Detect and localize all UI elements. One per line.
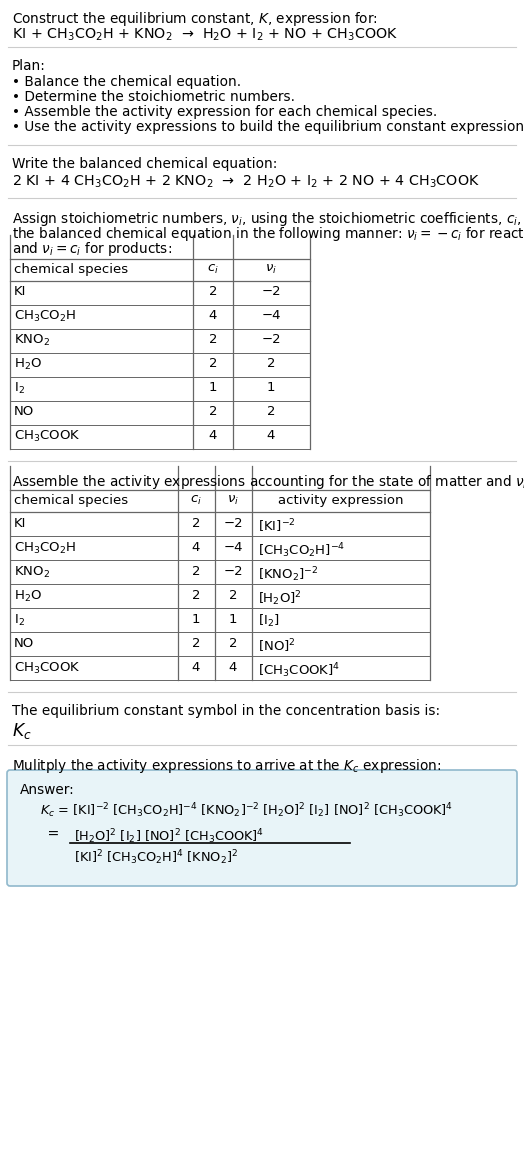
Text: $K_c$: $K_c$ [12,721,31,741]
Text: $c_i$: $c_i$ [207,263,219,276]
Text: −4: −4 [223,541,243,554]
Text: activity expression: activity expression [278,494,404,506]
Text: [NO]$^{2}$: [NO]$^{2}$ [258,637,296,655]
Text: NO: NO [14,637,34,650]
Text: Write the balanced chemical equation:: Write the balanced chemical equation: [12,156,277,172]
Text: 2: 2 [229,589,237,602]
Text: [KI]$^{-2}$: [KI]$^{-2}$ [258,517,296,534]
Text: 2: 2 [209,333,217,347]
Text: 2: 2 [209,285,217,298]
Text: −2: −2 [223,517,243,530]
Text: I$_2$: I$_2$ [14,613,25,628]
Text: • Assemble the activity expression for each chemical species.: • Assemble the activity expression for e… [12,105,437,119]
Text: KNO$_2$: KNO$_2$ [14,564,50,581]
Text: [I$_2$]: [I$_2$] [258,613,280,629]
Text: [H$_2$O]$^{2}$ [I$_2$] [NO]$^{2}$ [CH$_3$COOK]$^{4}$: [H$_2$O]$^{2}$ [I$_2$] [NO]$^{2}$ [CH$_3… [74,828,264,846]
FancyBboxPatch shape [7,770,517,885]
Text: Answer:: Answer: [20,783,75,797]
Text: [CH$_3$COOK]$^{4}$: [CH$_3$COOK]$^{4}$ [258,661,340,679]
Text: 2: 2 [267,404,275,418]
Text: 1: 1 [267,381,275,394]
Text: I$_2$: I$_2$ [14,381,25,396]
Text: −2: −2 [261,333,281,347]
Text: 4: 4 [267,429,275,442]
Text: $\nu_i$: $\nu_i$ [227,494,239,508]
Text: [H$_2$O]$^{2}$: [H$_2$O]$^{2}$ [258,589,302,607]
Text: 4: 4 [229,661,237,675]
Text: $c_i$: $c_i$ [190,494,202,508]
Text: CH$_3$COOK: CH$_3$COOK [14,661,81,676]
Text: CH$_3$CO$_2$H: CH$_3$CO$_2$H [14,541,77,556]
Text: 2: 2 [192,564,200,578]
Text: −2: −2 [223,564,243,578]
Text: chemical species: chemical species [14,263,128,276]
Text: • Determine the stoichiometric numbers.: • Determine the stoichiometric numbers. [12,90,295,104]
Text: KI + CH$_3$CO$_2$H + KNO$_2$  →  H$_2$O + I$_2$ + NO + CH$_3$COOK: KI + CH$_3$CO$_2$H + KNO$_2$ → H$_2$O + … [12,27,398,43]
Text: CH$_3$CO$_2$H: CH$_3$CO$_2$H [14,309,77,325]
Text: 2 KI + 4 CH$_3$CO$_2$H + 2 KNO$_2$  →  2 H$_2$O + I$_2$ + 2 NO + 4 CH$_3$COOK: 2 KI + 4 CH$_3$CO$_2$H + 2 KNO$_2$ → 2 H… [12,174,480,190]
Text: [KNO$_2$]$^{-2}$: [KNO$_2$]$^{-2}$ [258,564,319,584]
Text: H$_2$O: H$_2$O [14,357,42,372]
Text: $\nu_i$: $\nu_i$ [265,263,277,276]
Text: =: = [34,828,64,841]
Text: 2: 2 [267,357,275,370]
Text: 2: 2 [209,357,217,370]
Text: 2: 2 [229,637,237,650]
Text: [CH$_3$CO$_2$H]$^{-4}$: [CH$_3$CO$_2$H]$^{-4}$ [258,541,345,560]
Text: Plan:: Plan: [12,59,46,73]
Text: 2: 2 [192,637,200,650]
Text: NO: NO [14,404,34,418]
Text: chemical species: chemical species [14,494,128,506]
Text: Assemble the activity expressions accounting for the state of matter and $\nu_i$: Assemble the activity expressions accoun… [12,473,524,491]
Text: KI: KI [14,517,26,530]
Text: and $\nu_i = c_i$ for products:: and $\nu_i = c_i$ for products: [12,240,172,258]
Text: The equilibrium constant symbol in the concentration basis is:: The equilibrium constant symbol in the c… [12,704,440,717]
Text: −2: −2 [261,285,281,298]
Text: 4: 4 [192,541,200,554]
Text: 1: 1 [229,613,237,626]
Text: 2: 2 [209,404,217,418]
Text: Mulitply the activity expressions to arrive at the $K_c$ expression:: Mulitply the activity expressions to arr… [12,757,442,775]
Text: KI: KI [14,285,26,298]
Text: • Use the activity expressions to build the equilibrium constant expression.: • Use the activity expressions to build … [12,121,524,134]
Text: Construct the equilibrium constant, $K$, expression for:: Construct the equilibrium constant, $K$,… [12,10,378,28]
Text: 4: 4 [192,661,200,675]
Text: CH$_3$COOK: CH$_3$COOK [14,429,81,444]
Text: Assign stoichiometric numbers, $\nu_i$, using the stoichiometric coefficients, $: Assign stoichiometric numbers, $\nu_i$, … [12,210,524,228]
Text: H$_2$O: H$_2$O [14,589,42,604]
Text: the balanced chemical equation in the following manner: $\nu_i = -c_i$ for react: the balanced chemical equation in the fo… [12,225,524,243]
Text: 1: 1 [192,613,200,626]
Text: 2: 2 [192,517,200,530]
Text: [KI]$^{2}$ [CH$_3$CO$_2$H]$^{4}$ [KNO$_2$]$^{2}$: [KI]$^{2}$ [CH$_3$CO$_2$H]$^{4}$ [KNO$_2… [74,848,238,867]
Text: 4: 4 [209,429,217,442]
Text: −4: −4 [261,309,281,322]
Text: 4: 4 [209,309,217,322]
Text: KNO$_2$: KNO$_2$ [14,333,50,348]
Text: 1: 1 [209,381,217,394]
Text: $K_c$ = [KI]$^{-2}$ [CH$_3$CO$_2$H]$^{-4}$ [KNO$_2$]$^{-2}$ [H$_2$O]$^{2}$ [I$_2: $K_c$ = [KI]$^{-2}$ [CH$_3$CO$_2$H]$^{-4… [40,801,453,819]
Text: 2: 2 [192,589,200,602]
Text: • Balance the chemical equation.: • Balance the chemical equation. [12,75,241,89]
